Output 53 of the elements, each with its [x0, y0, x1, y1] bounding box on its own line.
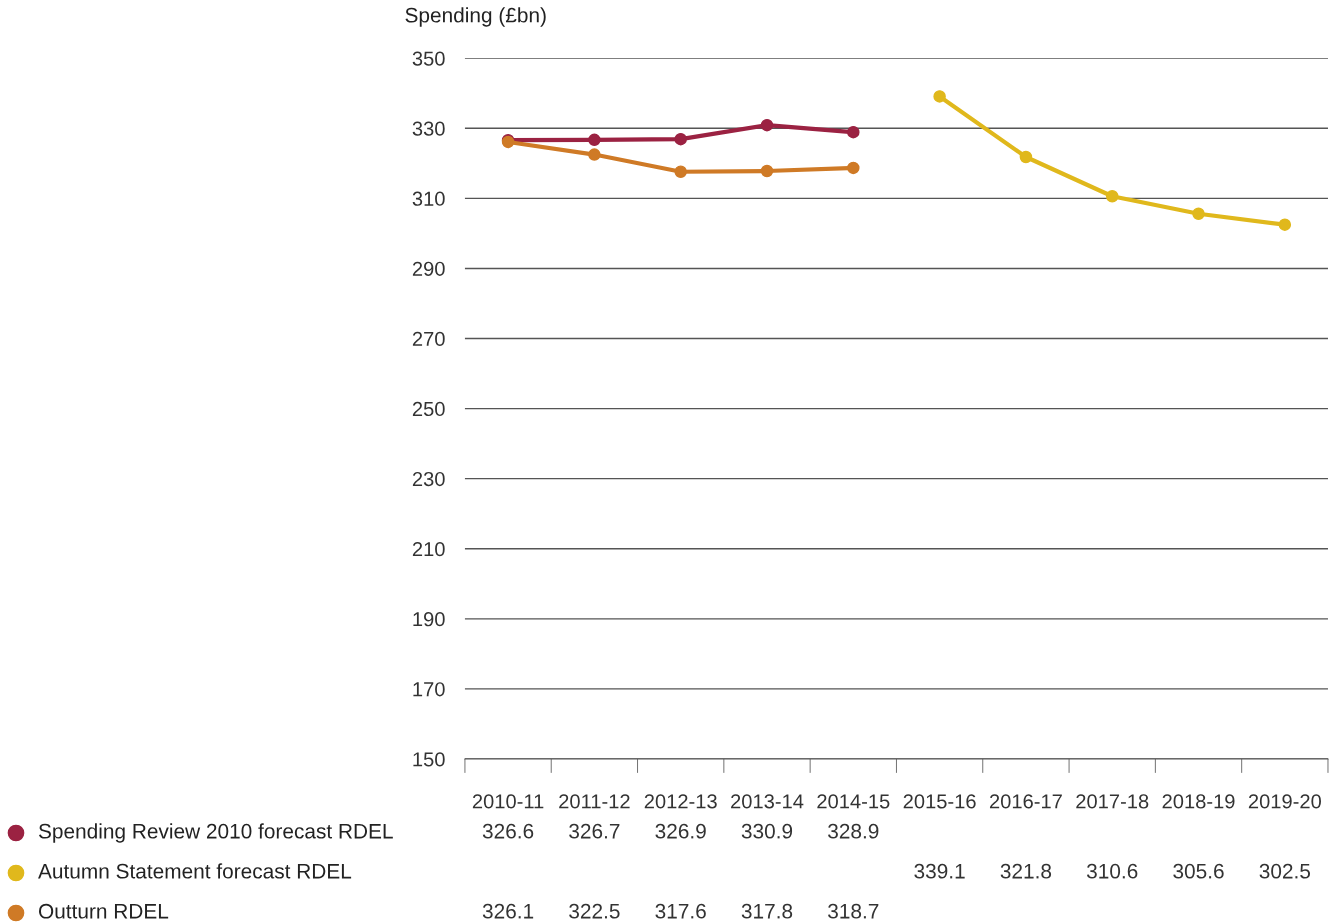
x-tick-label: 2019-20 [1248, 794, 1321, 809]
y-tick-label: 310 [412, 191, 445, 206]
y-axis-title: Spending (£bn) [405, 7, 546, 27]
data-label: 330.9 [741, 823, 793, 839]
point [1278, 218, 1292, 231]
data-label: 310.6 [1086, 863, 1138, 879]
x-tick-label: 2010-11 [472, 794, 544, 809]
data-label: 317.8 [741, 903, 793, 919]
y-tick-label: 170 [413, 682, 445, 697]
data-label: 318.7 [828, 903, 879, 919]
y-tick-label: 150 [413, 752, 445, 767]
point [1192, 207, 1205, 221]
data-label: 339.1 [914, 863, 965, 879]
y-tick-label: 230 [412, 471, 445, 487]
point [760, 164, 774, 178]
y-tick-label: 190 [413, 612, 445, 627]
x-tick-label: 2013-14 [731, 794, 804, 809]
x-tick-label: 2014-15 [817, 794, 890, 809]
data-label: 326.7 [569, 823, 620, 839]
x-tick-label: 2012-13 [644, 794, 717, 809]
legend-label: Autumn Statement forecast RDEL [38, 863, 352, 879]
point [674, 165, 687, 178]
data-label: 328.9 [828, 823, 879, 839]
point [847, 161, 860, 175]
point [933, 90, 946, 103]
point [1105, 190, 1119, 203]
point [847, 125, 860, 139]
point [588, 148, 601, 161]
data-label: 326.6 [482, 823, 534, 839]
y-tick-label: 350 [412, 51, 445, 66]
y-tick-label: 290 [412, 261, 445, 276]
y-tick-label: 250 [412, 401, 445, 417]
x-tick-label: 2016-17 [989, 794, 1062, 809]
data-label: 305.6 [1173, 863, 1224, 879]
point [588, 133, 601, 147]
legend-label: Outturn RDEL [38, 903, 169, 919]
data-label: 317.6 [655, 903, 706, 919]
x-tick-label: 2017-18 [1076, 794, 1149, 809]
y-tick-label: 210 [412, 541, 445, 557]
x-tick-label: 2011-12 [559, 794, 630, 809]
legend-label: Spending Review 2010 forecast RDEL [38, 823, 393, 843]
data-label: 322.5 [569, 903, 620, 919]
data-label: 302.5 [1259, 863, 1311, 879]
point [674, 132, 687, 146]
point [760, 118, 774, 132]
point [1019, 150, 1033, 164]
x-tick-label: 2018-19 [1162, 794, 1235, 809]
y-tick-label: 270 [412, 331, 445, 347]
data-label: 326.9 [655, 823, 706, 839]
data-label: 326.1 [482, 903, 534, 919]
x-tick-label: 2015-16 [903, 794, 976, 809]
data-label: 321.8 [1000, 863, 1052, 879]
y-tick-label: 330 [412, 121, 445, 136]
